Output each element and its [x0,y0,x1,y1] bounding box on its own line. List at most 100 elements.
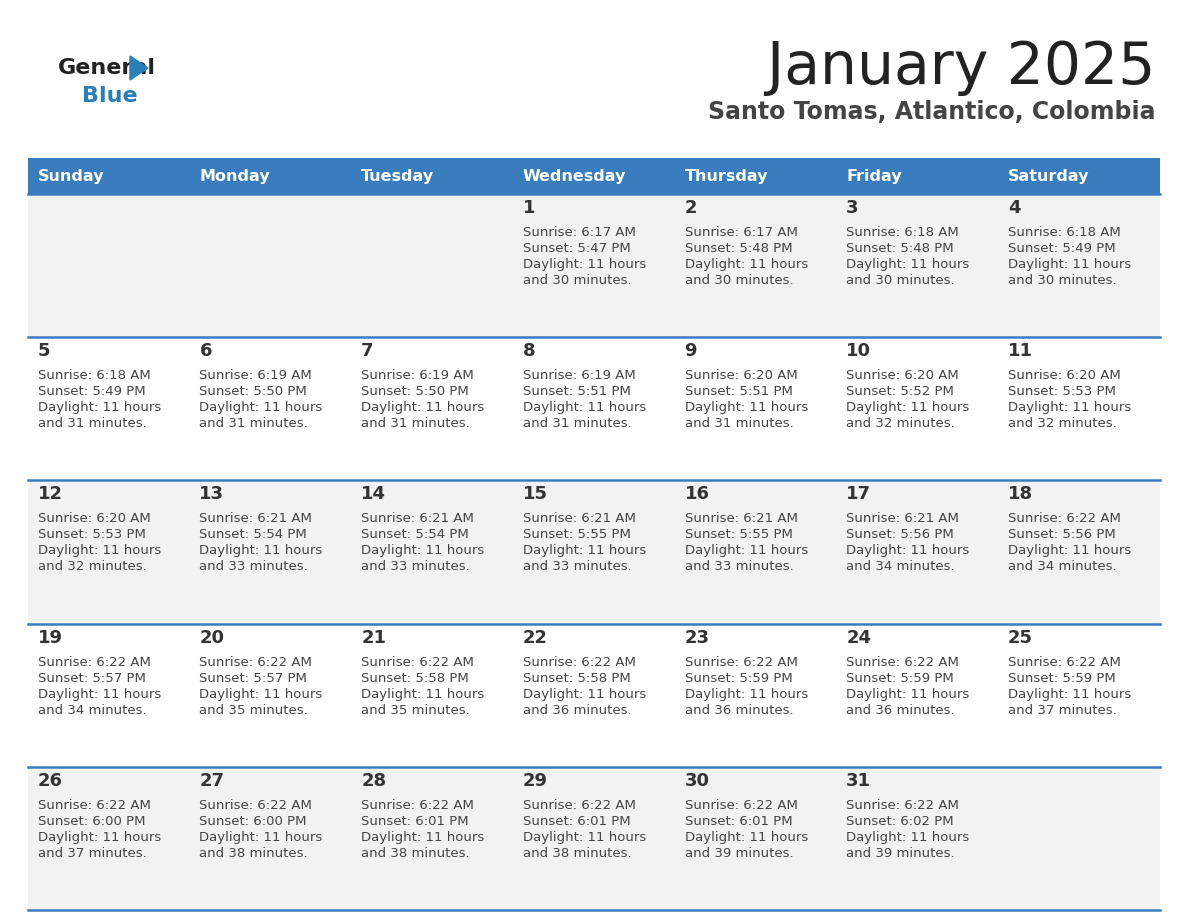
Text: 1: 1 [523,199,536,217]
Bar [836,337,998,480]
Text: and 33 minutes.: and 33 minutes. [684,560,794,574]
Text: and 37 minutes.: and 37 minutes. [1007,703,1117,717]
Text: Sunrise: 6:19 AM: Sunrise: 6:19 AM [200,369,312,382]
Text: 10: 10 [846,342,871,360]
Text: Daylight: 11 hours: Daylight: 11 hours [846,831,969,844]
Text: and 39 minutes.: and 39 minutes. [684,846,794,860]
Bar [513,480,675,623]
Text: Daylight: 11 hours: Daylight: 11 hours [38,544,160,557]
Text: and 39 minutes.: and 39 minutes. [846,846,955,860]
Text: and 31 minutes.: and 31 minutes. [361,417,470,431]
Bar [675,337,836,480]
Text: Sunrise: 6:22 AM: Sunrise: 6:22 AM [684,655,797,668]
Text: Sunrise: 6:20 AM: Sunrise: 6:20 AM [684,369,797,382]
Text: and 35 minutes.: and 35 minutes. [361,703,470,717]
Text: 20: 20 [200,629,225,646]
Text: and 33 minutes.: and 33 minutes. [361,560,470,574]
Text: and 31 minutes.: and 31 minutes. [684,417,794,431]
Bar [190,480,352,623]
Text: and 31 minutes.: and 31 minutes. [38,417,146,431]
Text: Daylight: 11 hours: Daylight: 11 hours [361,688,485,700]
Text: Sunrise: 6:22 AM: Sunrise: 6:22 AM [38,799,151,812]
Bar [352,337,513,480]
Text: and 38 minutes.: and 38 minutes. [523,846,632,860]
Text: 22: 22 [523,629,548,646]
Text: Sunset: 6:01 PM: Sunset: 6:01 PM [523,815,631,828]
Text: Wednesday: Wednesday [523,169,626,184]
Text: Sunrise: 6:22 AM: Sunrise: 6:22 AM [523,799,636,812]
Text: Sunrise: 6:20 AM: Sunrise: 6:20 AM [38,512,151,525]
Bar [29,623,190,767]
Text: Daylight: 11 hours: Daylight: 11 hours [38,401,160,414]
Text: Sunset: 5:54 PM: Sunset: 5:54 PM [200,529,308,542]
Text: Saturday: Saturday [1007,169,1089,184]
Text: 17: 17 [846,486,871,503]
Bar [675,194,836,337]
Text: 9: 9 [684,342,697,360]
Text: Sunset: 5:47 PM: Sunset: 5:47 PM [523,242,631,255]
Text: and 34 minutes.: and 34 minutes. [38,703,146,717]
Bar [190,623,352,767]
Text: Sunset: 5:59 PM: Sunset: 5:59 PM [846,672,954,685]
Text: Sunrise: 6:22 AM: Sunrise: 6:22 AM [1007,512,1120,525]
Text: Daylight: 11 hours: Daylight: 11 hours [523,688,646,700]
Bar [513,194,675,337]
Bar [836,767,998,910]
Text: January 2025: January 2025 [766,39,1155,96]
Text: Sunrise: 6:18 AM: Sunrise: 6:18 AM [846,226,959,239]
Text: 6: 6 [200,342,211,360]
Text: Sunset: 5:54 PM: Sunset: 5:54 PM [361,529,469,542]
Text: Sunrise: 6:18 AM: Sunrise: 6:18 AM [1007,226,1120,239]
Text: and 35 minutes.: and 35 minutes. [200,703,308,717]
Text: 26: 26 [38,772,63,789]
Text: Sunrise: 6:20 AM: Sunrise: 6:20 AM [1007,369,1120,382]
Text: Daylight: 11 hours: Daylight: 11 hours [361,401,485,414]
Text: and 31 minutes.: and 31 minutes. [200,417,308,431]
Text: Daylight: 11 hours: Daylight: 11 hours [523,401,646,414]
Text: Daylight: 11 hours: Daylight: 11 hours [1007,258,1131,271]
Text: 12: 12 [38,486,63,503]
Text: and 32 minutes.: and 32 minutes. [38,560,146,574]
Text: 19: 19 [38,629,63,646]
Text: Sunrise: 6:19 AM: Sunrise: 6:19 AM [523,369,636,382]
Bar [675,158,836,194]
Text: and 37 minutes.: and 37 minutes. [38,846,146,860]
Bar [29,158,190,194]
Text: Sunrise: 6:22 AM: Sunrise: 6:22 AM [200,655,312,668]
Text: and 36 minutes.: and 36 minutes. [523,703,632,717]
Bar [190,767,352,910]
Text: and 31 minutes.: and 31 minutes. [523,417,632,431]
Text: 18: 18 [1007,486,1034,503]
Text: Sunrise: 6:21 AM: Sunrise: 6:21 AM [523,512,636,525]
Text: and 33 minutes.: and 33 minutes. [200,560,308,574]
Text: Daylight: 11 hours: Daylight: 11 hours [523,544,646,557]
Text: 16: 16 [684,486,709,503]
Text: Daylight: 11 hours: Daylight: 11 hours [38,688,160,700]
Text: Sunrise: 6:21 AM: Sunrise: 6:21 AM [361,512,474,525]
Bar [29,767,190,910]
Text: Sunset: 5:51 PM: Sunset: 5:51 PM [684,386,792,398]
Text: Daylight: 11 hours: Daylight: 11 hours [200,544,323,557]
Text: and 30 minutes.: and 30 minutes. [846,274,955,287]
Text: Sunday: Sunday [38,169,105,184]
Text: Daylight: 11 hours: Daylight: 11 hours [523,831,646,844]
Text: Sunset: 5:55 PM: Sunset: 5:55 PM [523,529,631,542]
Polygon shape [129,56,148,80]
Text: Sunset: 5:53 PM: Sunset: 5:53 PM [1007,386,1116,398]
Text: Daylight: 11 hours: Daylight: 11 hours [846,688,969,700]
Bar [190,337,352,480]
Bar [190,194,352,337]
Text: and 36 minutes.: and 36 minutes. [684,703,794,717]
Text: Daylight: 11 hours: Daylight: 11 hours [1007,688,1131,700]
Bar [190,158,352,194]
Bar [836,158,998,194]
Text: Sunrise: 6:19 AM: Sunrise: 6:19 AM [361,369,474,382]
Text: Sunset: 6:00 PM: Sunset: 6:00 PM [38,815,145,828]
Text: Sunset: 6:00 PM: Sunset: 6:00 PM [200,815,307,828]
Text: Sunset: 5:59 PM: Sunset: 5:59 PM [684,672,792,685]
Text: Blue: Blue [82,86,138,106]
Text: Sunset: 5:56 PM: Sunset: 5:56 PM [846,529,954,542]
Text: Sunset: 5:50 PM: Sunset: 5:50 PM [361,386,469,398]
Text: and 34 minutes.: and 34 minutes. [846,560,955,574]
Text: Thursday: Thursday [684,169,769,184]
